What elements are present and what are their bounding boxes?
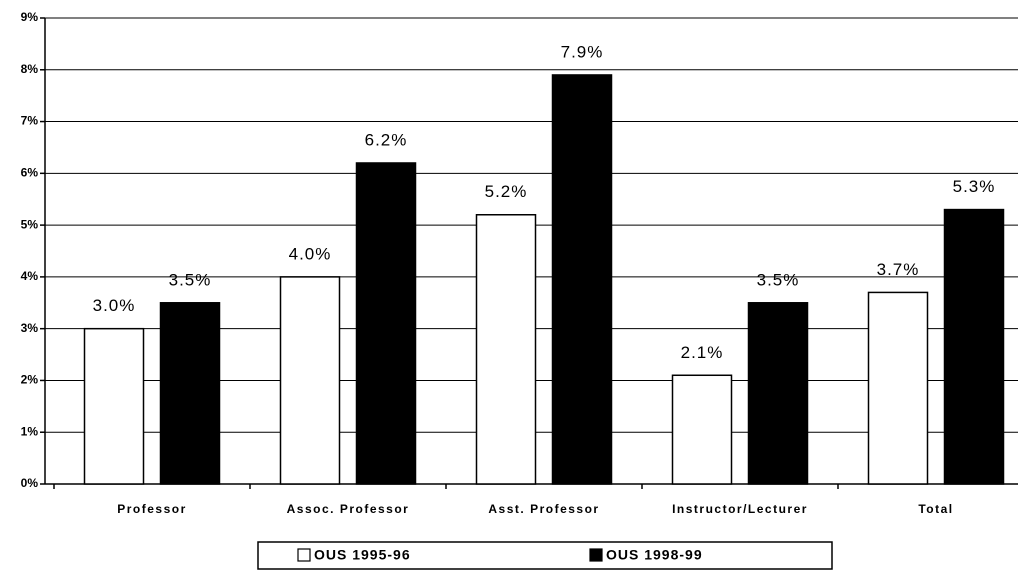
x-tick-label: Assoc. Professor (287, 502, 410, 516)
bar (551, 74, 613, 485)
legend-swatch (297, 548, 311, 562)
bar (671, 374, 733, 485)
x-tick-label: Asst. Professor (488, 502, 599, 516)
y-tick-label: 3% (21, 321, 39, 335)
value-label: 3.0% (93, 296, 136, 315)
bar (279, 276, 341, 485)
value-label: 5.3% (953, 177, 996, 196)
value-label: 3.5% (757, 270, 800, 289)
y-tick-label: 0% (21, 476, 39, 490)
value-label: 4.0% (289, 244, 332, 263)
value-label: 2.1% (681, 343, 724, 362)
bar (475, 214, 537, 485)
bar (867, 291, 929, 485)
value-label: 6.2% (365, 130, 408, 149)
y-tick-label: 6% (21, 166, 39, 180)
bar (355, 162, 417, 485)
y-tick-label: 1% (21, 424, 39, 438)
bar (159, 302, 221, 485)
legend-box (257, 541, 833, 570)
x-tick-label: Professor (117, 502, 187, 516)
bar (943, 208, 1005, 485)
value-label: 3.7% (877, 260, 920, 279)
value-label: 5.2% (485, 182, 528, 201)
y-tick-label: 9% (21, 10, 39, 24)
x-tick-label: Total (918, 502, 953, 516)
legend-swatch (589, 548, 603, 562)
y-tick-label: 7% (21, 114, 39, 128)
y-tick-label: 2% (21, 373, 39, 387)
legend-label: OUS 1995-96 (314, 547, 411, 563)
value-label: 3.5% (169, 270, 212, 289)
x-tick-label: Instructor/Lecturer (672, 502, 808, 516)
y-tick-label: 4% (21, 269, 39, 283)
y-tick-label: 5% (21, 217, 39, 231)
value-label: 7.9% (561, 42, 604, 61)
y-tick-label: 8% (21, 62, 39, 76)
bar (83, 327, 145, 485)
legend-label: OUS 1998-99 (606, 547, 703, 563)
bar (747, 302, 809, 485)
